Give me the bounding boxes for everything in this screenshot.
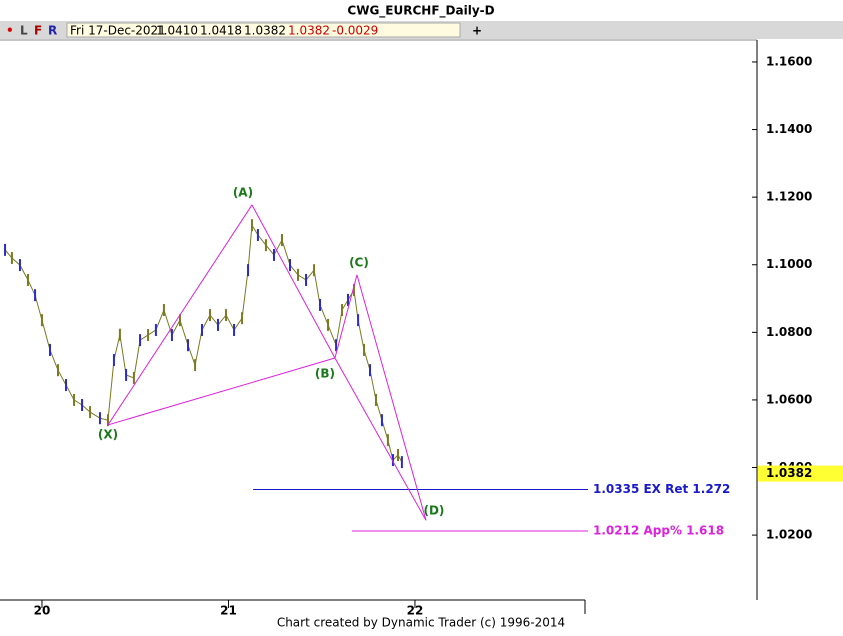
price-bar bbox=[233, 323, 236, 336]
y-tick-label: 1.1000 bbox=[766, 257, 812, 271]
price-bar bbox=[272, 248, 275, 261]
pattern-label: (D) bbox=[423, 504, 444, 518]
price-bar bbox=[208, 309, 211, 322]
price-bar bbox=[305, 273, 308, 286]
quote-field: 1.0382 bbox=[288, 24, 330, 38]
price-bar bbox=[65, 379, 68, 392]
quote-field: Fri 17-Dec-2021 bbox=[70, 24, 166, 38]
footer: Chart created by Dynamic Trader (c) 1996… bbox=[277, 616, 565, 630]
y-tick-label: 1.1600 bbox=[766, 54, 812, 68]
menu-item: • bbox=[6, 24, 14, 38]
price-bar bbox=[81, 398, 84, 411]
price-bar bbox=[319, 298, 322, 311]
quote-field: 1.0418 bbox=[200, 24, 242, 38]
pattern-line bbox=[107, 204, 253, 426]
menu-item: L bbox=[20, 24, 28, 38]
price-bar bbox=[250, 219, 253, 232]
quote-field: 1.0382 bbox=[244, 24, 286, 38]
price-bar bbox=[280, 234, 283, 247]
quote-field: 1.0410 bbox=[156, 24, 198, 38]
price-bar bbox=[98, 412, 101, 425]
price-bar bbox=[132, 371, 135, 384]
price-bar bbox=[89, 406, 92, 419]
price-bar bbox=[247, 264, 250, 277]
pattern-line bbox=[356, 274, 427, 521]
price-bar bbox=[118, 328, 121, 341]
price-bar bbox=[363, 343, 366, 356]
menu-item: F bbox=[34, 24, 42, 38]
price-bar bbox=[57, 364, 60, 377]
x-tick-label: 22 bbox=[407, 604, 424, 618]
level-label: 1.0212 App% 1.618 bbox=[593, 524, 724, 538]
price-bar bbox=[170, 329, 173, 342]
price-bar bbox=[347, 293, 350, 306]
price-bar bbox=[154, 323, 157, 336]
pattern-label: (A) bbox=[233, 185, 253, 199]
pattern-label: (B) bbox=[315, 367, 335, 381]
price-bar bbox=[178, 314, 181, 327]
pattern-label: (C) bbox=[349, 255, 369, 269]
price-bar bbox=[10, 251, 13, 264]
price-bar bbox=[297, 268, 300, 281]
y-tick-label: 1.1400 bbox=[766, 122, 812, 136]
y-tick-label: 1.0200 bbox=[766, 528, 812, 542]
level-label: 1.0335 EX Ret 1.272 bbox=[593, 482, 730, 496]
pattern-line bbox=[251, 204, 336, 359]
price-bar bbox=[369, 364, 372, 377]
menu-item: R bbox=[48, 24, 57, 38]
price-bar bbox=[26, 273, 29, 286]
last-price-box bbox=[758, 465, 843, 482]
price-bar bbox=[112, 354, 115, 367]
price-bar bbox=[139, 334, 142, 347]
price-bar bbox=[386, 434, 389, 447]
price-bar bbox=[335, 339, 338, 352]
price-bar bbox=[341, 304, 344, 317]
price-bar bbox=[194, 359, 197, 372]
y-tick-label: 1.1200 bbox=[766, 190, 812, 204]
price-bar bbox=[162, 304, 165, 317]
price-bar bbox=[48, 343, 51, 356]
price-bar bbox=[106, 414, 109, 427]
price-bar bbox=[186, 339, 189, 352]
price-bar bbox=[327, 318, 330, 331]
x-tick-label: 20 bbox=[34, 604, 51, 618]
price-bar bbox=[125, 368, 128, 381]
pattern-line bbox=[107, 357, 336, 426]
price-bar bbox=[313, 264, 316, 277]
price-bar bbox=[374, 393, 377, 406]
price-bar bbox=[147, 329, 150, 342]
price-bar bbox=[352, 284, 355, 297]
quote-box bbox=[66, 22, 461, 38]
price-bar bbox=[225, 309, 228, 322]
quote-field: -0.0029 bbox=[332, 24, 378, 38]
pattern-line bbox=[334, 357, 427, 521]
add-button[interactable]: + bbox=[472, 24, 482, 38]
price-bar bbox=[4, 243, 7, 256]
pattern-line bbox=[334, 274, 358, 359]
pattern-label: (X) bbox=[98, 427, 118, 441]
price-bar bbox=[264, 239, 267, 252]
last-price-label: 1.0382 bbox=[766, 466, 812, 480]
price-bar bbox=[200, 323, 203, 336]
price-bar bbox=[289, 259, 292, 272]
price-bar bbox=[73, 393, 76, 406]
x-tick-label: 21 bbox=[220, 604, 237, 618]
price-bar bbox=[40, 314, 43, 327]
price-bar bbox=[241, 312, 244, 325]
price-bar bbox=[357, 314, 360, 327]
price-bar bbox=[18, 259, 21, 272]
price-bar bbox=[34, 289, 37, 302]
price-bar bbox=[256, 229, 259, 242]
price-bar bbox=[380, 414, 383, 427]
y-tick-label: 1.0600 bbox=[766, 392, 812, 406]
price-bar bbox=[391, 454, 394, 467]
price-bar bbox=[217, 318, 220, 331]
price-bar bbox=[396, 449, 399, 462]
y-tick-label: 1.0800 bbox=[766, 325, 812, 339]
chart-title: CWG_EURCHF_Daily-D bbox=[347, 4, 494, 19]
price-bar bbox=[400, 456, 403, 469]
